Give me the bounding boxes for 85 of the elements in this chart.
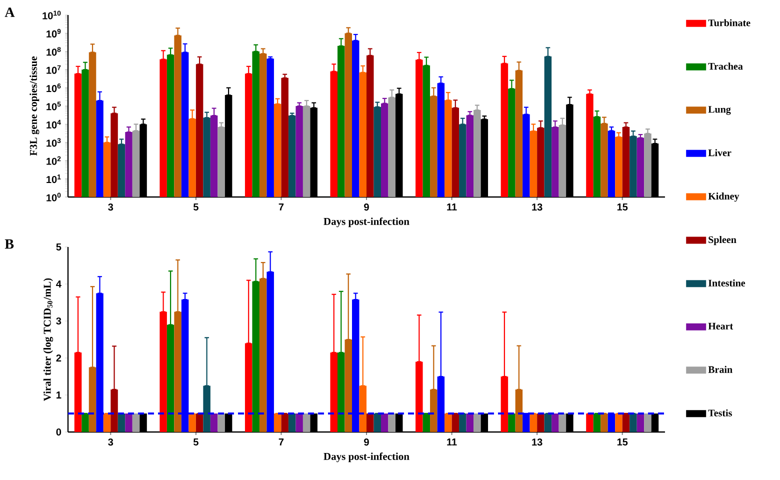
y-axis-title: Viral titer (log TCID$_{50}$/mL) (43, 278, 54, 401)
y-tick-label: 1 (56, 392, 62, 398)
legend-label: Kidney (708, 192, 740, 202)
bar (288, 414, 296, 432)
x-tick-label: 9 (364, 204, 369, 211)
y-tick-label: 4 (56, 280, 62, 288)
bar (188, 414, 196, 432)
bar (218, 414, 225, 432)
bar (552, 414, 559, 432)
x-tick-label: 3 (108, 204, 114, 211)
legend-label: Trachea (708, 62, 743, 70)
x-axis-title: Days post-infection (324, 218, 410, 228)
bar (302, 414, 310, 432)
bar (544, 414, 552, 432)
bar (210, 414, 218, 432)
y-tick-label: 10$^{5}$ (46, 102, 61, 110)
y-tick-label: 0 (56, 428, 62, 436)
bar (586, 414, 594, 432)
bar (380, 414, 388, 432)
bar (644, 414, 652, 432)
legend-label: Heart (708, 322, 734, 330)
x-tick-label: 7 (278, 438, 284, 446)
bar (281, 414, 288, 432)
bar (196, 414, 204, 432)
text: A (4, 8, 15, 17)
bar (82, 414, 89, 432)
legend-label: Turbinate (708, 19, 750, 26)
text: B (4, 239, 14, 249)
bar (622, 414, 630, 432)
y-tick-label: 2 (56, 354, 62, 362)
bar (366, 414, 374, 432)
bar (388, 414, 396, 432)
bar (132, 414, 140, 432)
x-tick-label: 11 (447, 438, 457, 446)
bar (558, 414, 566, 432)
x-tick-label: 13 (532, 204, 542, 211)
bar (600, 414, 608, 432)
x-tick-label: 13 (532, 438, 542, 446)
y-tick-label: 10$^{1}$ (46, 174, 61, 184)
x-tick-label: 9 (364, 438, 369, 446)
legend-label: Spleen (708, 236, 736, 246)
bar (537, 414, 544, 432)
x-axis-title: Days post-infection (324, 452, 410, 462)
bar (593, 414, 601, 432)
bar (530, 414, 538, 432)
y-axis-title: F3L gene copies/tissue (30, 56, 40, 156)
x-tick-label: 5 (193, 438, 198, 446)
bar (118, 414, 126, 432)
y-tick-label: 3 (56, 317, 62, 325)
legend-label: Brain (708, 366, 732, 373)
bar (274, 414, 282, 432)
bar (636, 414, 644, 432)
bar (459, 414, 466, 432)
bar (444, 414, 452, 432)
y-tick-label: 10$^{2}$ (46, 156, 61, 165)
legend-label: Lung (708, 106, 731, 115)
bar (630, 414, 637, 432)
y-tick-label: 10$^{8}$ (46, 47, 61, 56)
x-tick-label: 15 (617, 438, 628, 446)
x-tick-label: 7 (278, 204, 284, 210)
bar (474, 414, 481, 432)
y-tick-label: 5 (56, 244, 62, 250)
x-tick-label: 11 (447, 204, 457, 210)
x-tick-label: 15 (617, 204, 628, 211)
bar (422, 414, 430, 432)
y-tick-label: 10$^{0}$ (46, 192, 61, 202)
legend-label: Liver (708, 149, 732, 156)
y-tick-label: 10$^{10}$ (42, 10, 61, 20)
y-tick-label: 10$^{9}$ (46, 28, 61, 38)
bar (125, 414, 132, 432)
bar (615, 414, 622, 432)
bar (508, 414, 516, 432)
bar (466, 414, 474, 432)
bar (374, 414, 381, 432)
x-tick-label: 3 (108, 438, 114, 446)
y-tick-label: 10$^{6}$ (46, 84, 61, 92)
bar (452, 414, 460, 432)
y-tick-label: 10$^{7}$ (46, 65, 61, 74)
y-tick-label: 10$^{4}$ (46, 120, 61, 128)
bar (296, 414, 303, 432)
legend-label: Intestine (708, 279, 746, 286)
x-tick-label: 5 (193, 204, 198, 211)
y-tick-label: 10$^{3}$ (46, 138, 61, 147)
bar (103, 414, 111, 432)
legend-label: Testis (708, 409, 732, 416)
